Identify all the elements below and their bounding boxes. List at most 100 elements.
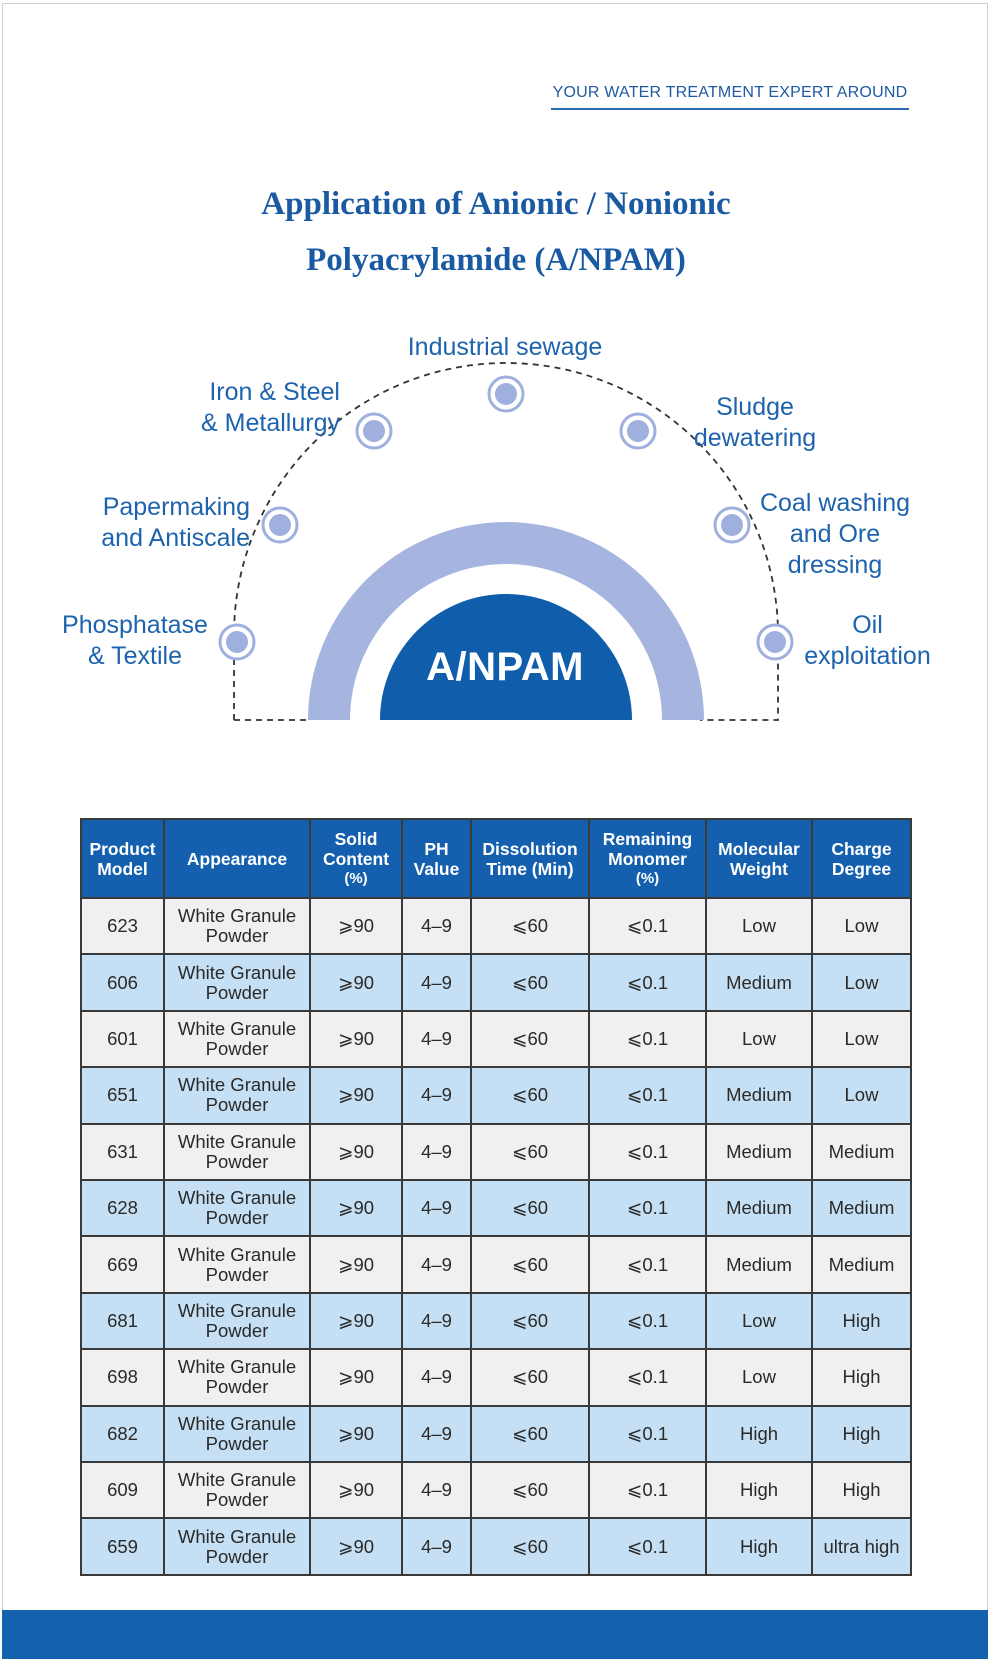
header-line: (%) <box>344 869 368 887</box>
header-line: Product <box>89 838 156 859</box>
header-solid-content: Solid Content (%) <box>309 818 403 899</box>
table-row: 606 White Granule Powder ⩾90 4–9 ⩽60 ⩽0.1 Mediu… <box>80 953 912 1012</box>
cell-charge: Medium <box>811 1235 912 1294</box>
label-papermaking: Papermaking and Antiscale <box>101 493 250 552</box>
cell-dissolution: ⩽60 <box>470 1461 590 1520</box>
table-row: 609 White Granule Powder ⩾90 4–9 ⩽60 ⩽0.1 High H… <box>80 1461 912 1520</box>
cell-solid: ⩾90 <box>309 1348 403 1407</box>
cell-dissolution: ⩽60 <box>470 953 590 1012</box>
cell-monomer: ⩽0.1 <box>588 1009 707 1069</box>
cell-dissolution: ⩽60 <box>470 1291 590 1351</box>
appearance-line: White Granule <box>177 1018 297 1040</box>
product-spec-table: Product Model Appearance Solid Content (%) … <box>80 818 912 1576</box>
table-row: 623 White Granule Powder ⩾90 4–9 ⩽60 ⩽0.1 Low Lo… <box>80 896 912 956</box>
cell-ph: 4–9 <box>401 1461 472 1520</box>
cell-mw: Medium <box>705 1122 813 1182</box>
appearance-line: White Granule <box>177 905 297 927</box>
cell-charge: High <box>811 1404 912 1464</box>
header-dissolution-time: Dissolution Time (Min) <box>470 818 590 899</box>
node-dot-coal <box>713 506 751 544</box>
cell-monomer: ⩽0.1 <box>588 896 707 956</box>
appearance-line: Powder <box>205 981 269 1003</box>
appearance-line: Powder <box>205 1263 269 1285</box>
header-line: Dissolution <box>482 838 578 859</box>
header-line: Degree <box>831 858 892 879</box>
appearance-line: Powder <box>205 1376 269 1398</box>
cell-appearance: White Granule Powder <box>163 1179 311 1238</box>
cell-model: 606 <box>80 953 165 1012</box>
core-semicircle <box>380 594 632 720</box>
cell-appearance: White Granule Powder <box>163 1461 311 1520</box>
cell-solid: ⩾90 <box>309 1066 403 1125</box>
appearance-line: Powder <box>205 1545 269 1567</box>
appearance-line: Powder <box>205 1320 269 1342</box>
cell-monomer: ⩽0.1 <box>588 953 707 1012</box>
node-dot-papermaking <box>261 506 299 544</box>
cell-dissolution: ⩽60 <box>470 1179 590 1238</box>
cell-ph: 4–9 <box>401 953 472 1012</box>
cell-appearance: White Granule Powder <box>163 1291 311 1351</box>
appearance-line: Powder <box>205 1150 269 1172</box>
cell-ph: 4–9 <box>401 1348 472 1407</box>
table-row: 651 White Granule Powder ⩾90 4–9 ⩽60 ⩽0.1 Mediu… <box>80 1066 912 1125</box>
node-dot-oil <box>756 623 794 661</box>
cell-charge: Low <box>811 896 912 956</box>
header-line: Appearance <box>186 848 288 869</box>
appearance-line: Powder <box>205 1489 269 1511</box>
cell-solid: ⩾90 <box>309 1404 403 1464</box>
application-diagram: Industrial sewage Iron & Steel & Metallu… <box>0 320 992 740</box>
cell-dissolution: ⩽60 <box>470 1348 590 1407</box>
appearance-line: White Granule <box>177 1300 297 1322</box>
appearance-line: Powder <box>205 925 269 947</box>
table-body: 623 White Granule Powder ⩾90 4–9 ⩽60 ⩽0.1 Low Lo… <box>80 896 912 1576</box>
appearance-line: White Granule <box>177 1187 297 1209</box>
cell-dissolution: ⩽60 <box>470 896 590 956</box>
cell-monomer: ⩽0.1 <box>588 1291 707 1351</box>
cell-monomer: ⩽0.1 <box>588 1179 707 1238</box>
cell-monomer: ⩽0.1 <box>588 1122 707 1182</box>
cell-model: 698 <box>80 1348 165 1407</box>
cell-dissolution: ⩽60 <box>470 1122 590 1182</box>
cell-solid: ⩾90 <box>309 1517 403 1576</box>
cell-solid: ⩾90 <box>309 1291 403 1351</box>
label-industrial-sewage: Industrial sewage <box>407 333 603 361</box>
header-line: Time (Min) <box>486 858 574 879</box>
table-row: 669 White Granule Powder ⩾90 4–9 ⩽60 ⩽0.1 Mediu… <box>80 1235 912 1294</box>
cell-dissolution: ⩽60 <box>470 1517 590 1576</box>
node-dot-sludge <box>619 412 657 450</box>
cell-ph: 4–9 <box>401 1517 472 1576</box>
header-molecular-weight: Molecular Weight <box>705 818 813 899</box>
cell-charge: High <box>811 1461 912 1520</box>
header-line: Model <box>97 858 148 879</box>
cell-charge: Low <box>811 1066 912 1125</box>
core-label: A/NPAM <box>426 645 584 689</box>
dashed-orbit <box>233 362 779 721</box>
cell-model: 623 <box>80 896 165 956</box>
cell-charge: High <box>811 1291 912 1351</box>
header-line: Weight <box>729 858 788 879</box>
table-row: 659 White Granule Powder ⩾90 4–9 ⩽60 ⩽0.1 High u… <box>80 1517 912 1576</box>
table-row: 631 White Granule Powder ⩾90 4–9 ⩽60 ⩽0.1 Mediu… <box>80 1122 912 1182</box>
cell-monomer: ⩽0.1 <box>588 1066 707 1125</box>
cell-solid: ⩾90 <box>309 896 403 956</box>
cell-dissolution: ⩽60 <box>470 1066 590 1125</box>
cell-ph: 4–9 <box>401 1009 472 1069</box>
appearance-line: White Granule <box>177 961 297 983</box>
cell-monomer: ⩽0.1 <box>588 1517 707 1576</box>
appearance-line: White Granule <box>177 1356 297 1378</box>
table-row: 698 White Granule Powder ⩾90 4–9 ⩽60 ⩽0.1 Low Hi… <box>80 1348 912 1407</box>
header-ph-value: PH Value <box>401 818 472 899</box>
page-title-line-2: Polyacrylamide (A/NPAM) <box>306 242 686 278</box>
node-dot-iron-steel <box>355 412 393 450</box>
cell-appearance: White Granule Powder <box>163 1066 311 1125</box>
table-row: 628 White Granule Powder ⩾90 4–9 ⩽60 ⩽0.1 Mediu… <box>80 1179 912 1238</box>
header-line: Value <box>413 858 460 879</box>
cell-dissolution: ⩽60 <box>470 1009 590 1069</box>
cell-mw: High <box>705 1461 813 1520</box>
cell-ph: 4–9 <box>401 1179 472 1238</box>
cell-appearance: White Granule Powder <box>163 953 311 1012</box>
cell-dissolution: ⩽60 <box>470 1235 590 1294</box>
cell-model: 682 <box>80 1404 165 1464</box>
diagram-graphic <box>218 362 794 721</box>
footer-bar <box>2 1610 988 1659</box>
